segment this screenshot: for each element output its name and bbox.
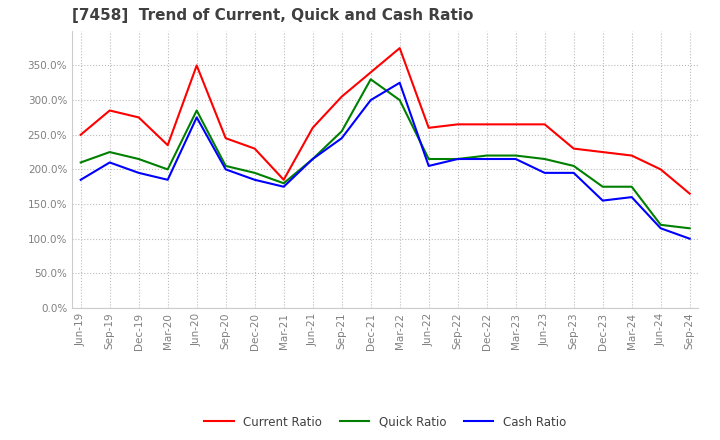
Current Ratio [424, 125, 433, 130]
Quick Ratio [338, 128, 346, 134]
Quick Ratio [511, 153, 520, 158]
Current Ratio [221, 136, 230, 141]
Quick Ratio [424, 156, 433, 161]
Cash Ratio [685, 236, 694, 241]
Cash Ratio [163, 177, 172, 183]
Current Ratio [163, 143, 172, 148]
Cash Ratio [338, 136, 346, 141]
Quick Ratio [192, 108, 201, 113]
Line: Cash Ratio: Cash Ratio [81, 83, 690, 238]
Current Ratio [627, 153, 636, 158]
Cash Ratio [482, 156, 491, 161]
Line: Quick Ratio: Quick Ratio [81, 79, 690, 228]
Current Ratio [192, 63, 201, 68]
Quick Ratio [541, 156, 549, 161]
Current Ratio [598, 150, 607, 155]
Quick Ratio [76, 160, 85, 165]
Current Ratio [135, 115, 143, 120]
Cash Ratio [366, 97, 375, 103]
Quick Ratio [366, 77, 375, 82]
Cash Ratio [221, 167, 230, 172]
Cash Ratio [135, 170, 143, 176]
Current Ratio [482, 122, 491, 127]
Current Ratio [366, 70, 375, 75]
Quick Ratio [685, 226, 694, 231]
Quick Ratio [454, 156, 462, 161]
Current Ratio [251, 146, 259, 151]
Quick Ratio [135, 156, 143, 161]
Cash Ratio [511, 156, 520, 161]
Current Ratio [657, 167, 665, 172]
Line: Current Ratio: Current Ratio [81, 48, 690, 194]
Quick Ratio [163, 167, 172, 172]
Current Ratio [454, 122, 462, 127]
Current Ratio [511, 122, 520, 127]
Quick Ratio [279, 180, 288, 186]
Current Ratio [570, 146, 578, 151]
Cash Ratio [105, 160, 114, 165]
Cash Ratio [541, 170, 549, 176]
Cash Ratio [570, 170, 578, 176]
Cash Ratio [627, 194, 636, 200]
Current Ratio [395, 45, 404, 51]
Cash Ratio [424, 163, 433, 169]
Cash Ratio [657, 226, 665, 231]
Quick Ratio [251, 170, 259, 176]
Cash Ratio [395, 80, 404, 85]
Quick Ratio [598, 184, 607, 189]
Quick Ratio [657, 222, 665, 227]
Current Ratio [279, 177, 288, 183]
Cash Ratio [279, 184, 288, 189]
Current Ratio [541, 122, 549, 127]
Cash Ratio [251, 177, 259, 183]
Cash Ratio [598, 198, 607, 203]
Quick Ratio [105, 150, 114, 155]
Legend: Current Ratio, Quick Ratio, Cash Ratio: Current Ratio, Quick Ratio, Cash Ratio [199, 411, 571, 433]
Current Ratio [308, 125, 317, 130]
Quick Ratio [627, 184, 636, 189]
Cash Ratio [308, 156, 317, 161]
Cash Ratio [76, 177, 85, 183]
Quick Ratio [308, 156, 317, 161]
Current Ratio [105, 108, 114, 113]
Quick Ratio [570, 163, 578, 169]
Cash Ratio [192, 115, 201, 120]
Current Ratio [76, 132, 85, 137]
Current Ratio [338, 94, 346, 99]
Current Ratio [685, 191, 694, 196]
Text: [7458]  Trend of Current, Quick and Cash Ratio: [7458] Trend of Current, Quick and Cash … [72, 7, 473, 23]
Quick Ratio [482, 153, 491, 158]
Quick Ratio [221, 163, 230, 169]
Cash Ratio [454, 156, 462, 161]
Quick Ratio [395, 97, 404, 103]
